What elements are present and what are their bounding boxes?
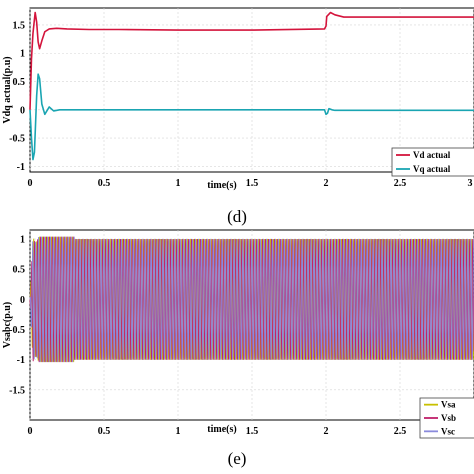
y-tick-label: -0.5 xyxy=(9,134,25,145)
x-tick-label: 1 xyxy=(176,178,181,189)
legend-d: Vd actual Vq actual xyxy=(391,147,474,177)
y-tick-label: 0.5 xyxy=(13,265,26,276)
y-axis-label-e: Vsabc(p.u) xyxy=(2,302,13,348)
chart-e: 00.511.522.53-1.5-1-0.500.51 time(s) Vsa… xyxy=(2,229,474,468)
y-tick-label: 0 xyxy=(20,105,25,116)
x-tick-label: 2 xyxy=(324,178,329,189)
x-axis-label-d: time(s) xyxy=(207,180,236,191)
y-tick-label: 1 xyxy=(20,49,25,60)
panel-label-d: (d) xyxy=(227,207,247,226)
y-tick-label: -1 xyxy=(17,162,25,173)
series-line-vq-actual xyxy=(29,73,474,161)
y-axis-label-d: Vdq actual(p.u) xyxy=(2,56,13,123)
y-tick-label: -0.5 xyxy=(9,325,25,336)
x-tick-label: 1.5 xyxy=(246,426,259,437)
x-tick-label: 2 xyxy=(324,426,329,437)
y-tick-label: 1.5 xyxy=(13,20,26,31)
series-line-vsb xyxy=(29,236,474,363)
panel-label-e: (e) xyxy=(228,449,247,468)
series-line-vsc xyxy=(29,236,474,363)
x-tick-label: 0 xyxy=(28,178,33,189)
series-line-vsa xyxy=(29,236,474,363)
x-tick-label: 2.5 xyxy=(394,426,407,437)
legend-e: Vsa Vsb Vsc xyxy=(419,397,474,439)
chart-d: 0 0.5 1 1.5 2 2.5 3 -1 -0.5 0 0.5 1 1.5 time(s) Vdq … xyxy=(2,7,474,226)
x-tick-label: 1 xyxy=(176,426,181,437)
legend-label: Vsc xyxy=(441,426,455,436)
series-group-d xyxy=(29,11,474,161)
y-tick-label: -1 xyxy=(17,355,25,366)
x-tick-label: 3 xyxy=(468,178,473,189)
legend-label: Vsa xyxy=(441,400,456,410)
y-tick-label: 0.5 xyxy=(13,77,26,88)
y-tick-label: 1 xyxy=(20,235,25,246)
legend-label: Vsb xyxy=(441,413,456,423)
x-tick-label: 0.5 xyxy=(98,426,111,437)
x-tick-label: 1.5 xyxy=(246,178,259,189)
ticks-d: 0 0.5 1 1.5 2 2.5 3 -1 -0.5 0 0.5 1 1.5 xyxy=(9,20,472,189)
series-group-e xyxy=(29,236,474,363)
x-tick-label: 2.5 xyxy=(394,178,407,189)
y-tick-label: 0 xyxy=(20,295,25,306)
x-axis-label-e: time(s) xyxy=(207,424,236,435)
y-tick-label: -1.5 xyxy=(9,385,25,396)
x-tick-label: 0 xyxy=(28,426,33,437)
legend-label: Vd actual xyxy=(413,150,451,160)
legend-box xyxy=(391,147,474,177)
legend-label: Vq actual xyxy=(413,164,451,174)
series-line-vd-actual xyxy=(29,11,474,110)
x-tick-label: 0.5 xyxy=(98,178,111,189)
